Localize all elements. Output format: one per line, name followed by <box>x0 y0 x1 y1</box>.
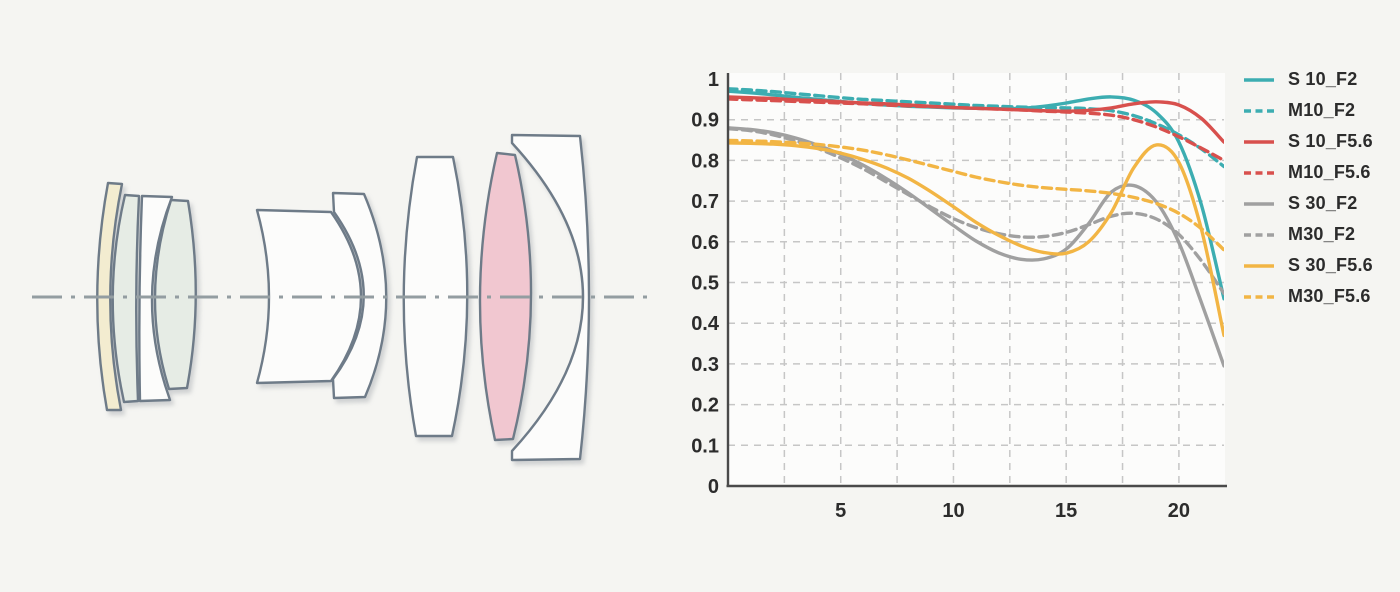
mtf-chart-canvas: 00.10.20.30.40.50.60.70.80.915 10 15 20 <box>691 69 1227 522</box>
legend-solid-line-swatch <box>1244 263 1274 268</box>
legend-item-m30_f2: M30_F2 <box>1243 219 1373 250</box>
lens-diagram-canvas <box>32 133 648 462</box>
x-tick-label: 15 <box>1055 500 1077 522</box>
curve-m10_f56 <box>728 97 1224 163</box>
x-tick-label: 10 <box>942 500 964 522</box>
lens-cross-section-diagram <box>0 0 680 592</box>
x-tick-label: 20 <box>1168 500 1190 522</box>
y-tick-label: 0.1 <box>691 435 719 457</box>
curve-m30_f56 <box>728 138 1224 252</box>
curve-s30_f2 <box>728 126 1224 368</box>
legend-item-s30_f56: S 30_F5.6 <box>1243 250 1373 281</box>
legend-item-s30_f2: S 30_F2 <box>1243 188 1373 219</box>
legend-dashed-line-swatch <box>1244 232 1274 237</box>
legend-solid-line-swatch <box>1244 77 1274 82</box>
curve-m10_f2 <box>728 87 1224 169</box>
y-tick-label: 0.6 <box>691 232 719 254</box>
legend-solid-line-swatch <box>1244 139 1274 144</box>
y-tick-label: 0.2 <box>691 395 719 417</box>
legend-label: S 30_F5.6 <box>1288 255 1373 275</box>
y-tick-label: 0.9 <box>691 110 719 132</box>
y-tick-label: 0.5 <box>691 273 719 295</box>
legend-item-s10_f56: S 10_F5.6 <box>1243 126 1373 157</box>
legend-label: S 10_F2 <box>1288 69 1358 89</box>
legend-label: M30_F2 <box>1288 224 1356 244</box>
plot-background <box>728 73 1225 486</box>
y-tick-label: 1 <box>708 69 719 91</box>
y-tick-label: 0 <box>708 476 719 498</box>
legend-label: M10_F2 <box>1288 100 1356 120</box>
legend-item-s10_f2: S 10_F2 <box>1243 64 1373 95</box>
y-tick-label: 0.4 <box>691 313 720 335</box>
legend-solid-line-swatch <box>1244 201 1274 206</box>
chart-curves <box>728 87 1224 368</box>
legend-dashed-line-swatch <box>1244 108 1274 113</box>
legend-label: M30_F5.6 <box>1288 286 1371 306</box>
legend-dashed-line-swatch <box>1244 170 1274 175</box>
legend-label: M10_F5.6 <box>1288 162 1371 182</box>
legend-label: S 30_F2 <box>1288 193 1358 213</box>
legend-dashed-line-swatch <box>1244 294 1274 299</box>
x-tick-label: 5 <box>835 500 846 522</box>
rear-flanged-meniscus-element-white <box>510 133 591 462</box>
legend-item-m10_f2: M10_F2 <box>1243 95 1373 126</box>
legend-label: S 10_F5.6 <box>1288 131 1373 151</box>
middle-flanged-meniscus-element-white <box>331 191 388 400</box>
legend-item-m10_f56: M10_F5.6 <box>1243 157 1373 188</box>
legend-item-m30_f56: M30_F5.6 <box>1243 281 1373 312</box>
y-tick-label: 0.7 <box>691 191 719 213</box>
curve-s30_f56 <box>728 141 1224 338</box>
front-meniscus-element-green <box>153 198 197 391</box>
y-tick-label: 0.8 <box>691 150 719 172</box>
chart-legend: S 10_F2 M10_F2 S 10_F5.6 M10_F5.6 S 30_F2 M30… <box>1243 64 1373 312</box>
y-tick-label: 0.3 <box>691 354 719 376</box>
mtf-chart: 0 0.1 0.2 0.3 0.4 0.5 0.6 0.7 0.8 0.9 1 5 10 15 20 <box>680 48 1250 528</box>
front-plano-element-white <box>138 194 174 403</box>
tick-labels: 00.10.20.30.40.50.60.70.80.915 10 15 20 <box>691 69 1190 522</box>
